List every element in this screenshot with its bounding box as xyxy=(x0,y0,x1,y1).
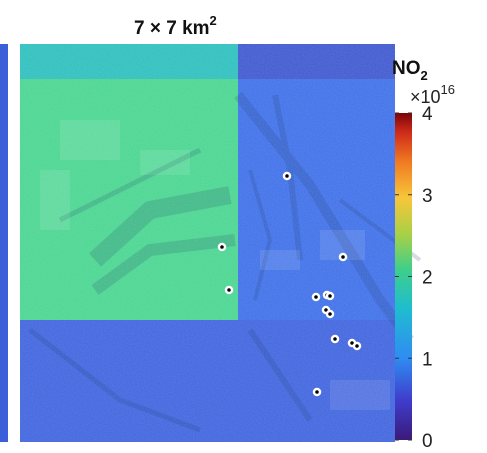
colorbar-tick-label: 0 xyxy=(422,431,433,452)
site-marker xyxy=(338,252,348,262)
site-marker xyxy=(330,334,340,344)
colorbar-tick-label: 3 xyxy=(422,186,433,207)
site-marker xyxy=(352,341,362,351)
colorbar-label: NO2 xyxy=(392,58,428,83)
site-marker xyxy=(311,292,321,302)
chart-title: 7 × 7 km2 xyxy=(134,13,217,39)
left-panel-edge xyxy=(0,44,8,442)
colorbar-tick-label: 1 xyxy=(422,349,433,370)
site-marker xyxy=(224,285,234,295)
site-marker xyxy=(325,291,335,301)
colorbar-multiplier: ×1016 xyxy=(410,82,455,107)
noise-overlay xyxy=(20,44,395,442)
colorbar-tick-label: 4 xyxy=(422,104,433,125)
colorbar-ticks: 0 1 2 3 4 xyxy=(395,104,433,452)
site-marker xyxy=(217,242,227,252)
site-marker xyxy=(312,387,322,397)
site-markers xyxy=(217,171,362,397)
site-marker xyxy=(325,309,335,319)
site-marker xyxy=(282,171,292,181)
colorbar xyxy=(395,113,412,440)
colorbar-tick-label: 2 xyxy=(422,268,433,289)
